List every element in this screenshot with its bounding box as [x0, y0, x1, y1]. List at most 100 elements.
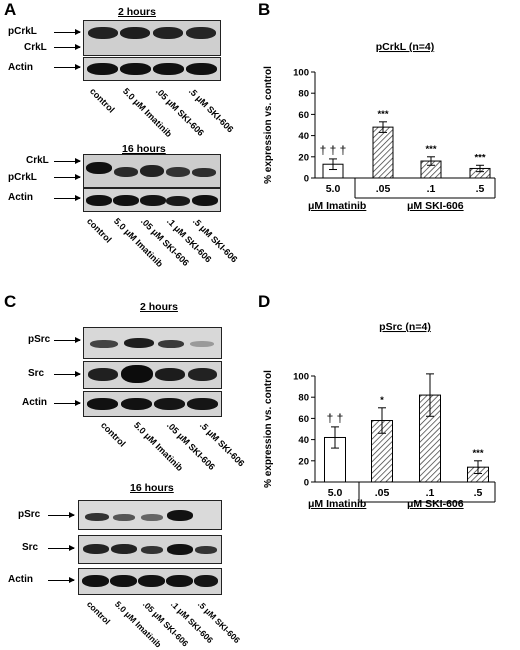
y-tick-label: 0: [304, 174, 309, 185]
lane-label: control: [87, 86, 117, 115]
band: [166, 196, 190, 206]
group-label-ski606: μM SKI-606: [407, 498, 464, 510]
band: [192, 195, 218, 206]
band: [167, 544, 193, 555]
y-tick-label: 100: [293, 68, 309, 79]
band: [121, 365, 153, 383]
blot-c-2h-row-label-actin: Actin: [22, 397, 47, 408]
arrow-icon: [48, 512, 75, 518]
blot-c-2h-time-label: 2 hours: [140, 301, 178, 313]
blot-c-16h-time-label: 16 hours: [130, 482, 174, 494]
y-tick-label: 60: [298, 414, 309, 425]
group-label-imatinib: μM Imatinib: [308, 498, 367, 510]
arrow-icon: [54, 337, 81, 343]
arrow-icon: [54, 44, 81, 50]
arrow-icon: [54, 371, 81, 377]
significance-label: *: [380, 395, 384, 406]
arrow-icon: [54, 400, 81, 406]
arrow-icon: [48, 545, 75, 551]
significance-label: † †: [327, 411, 344, 425]
y-tick-label: 80: [298, 393, 309, 404]
band: [88, 27, 118, 39]
band: [120, 63, 151, 75]
lane-label: control: [84, 216, 114, 245]
y-tick-label: 20: [298, 456, 309, 467]
chart-title: pCrkL (n=4): [376, 41, 434, 53]
blot-a-16h-time-label: 16 hours: [122, 143, 166, 155]
y-tick-label: 20: [298, 152, 309, 163]
blot-a-16h-row-label-crkl: CrkL: [26, 155, 49, 166]
y-tick-label: 80: [298, 89, 309, 100]
blot-c-2h-actin: [83, 391, 222, 417]
band: [111, 544, 137, 554]
arrow-icon: [54, 29, 81, 35]
blot-c-16h-row-label-psrc: pSrc: [18, 509, 41, 520]
band: [87, 63, 118, 75]
blot-c-16h-row-label-src: Src: [22, 542, 39, 553]
band: [140, 165, 164, 177]
x-tick-label: .5: [476, 183, 485, 195]
significance-label: ***: [472, 448, 483, 459]
x-tick-label: .1: [427, 183, 436, 195]
blot-a-2h-row-label-actin: Actin: [8, 62, 33, 73]
band: [188, 368, 217, 381]
band: [82, 575, 109, 587]
y-tick-label: 40: [298, 435, 309, 446]
panel-d-letter: D: [258, 292, 271, 311]
band: [85, 513, 109, 521]
band: [194, 575, 218, 587]
band: [120, 27, 150, 39]
blot-a-16h-crkl: [83, 154, 221, 188]
band: [166, 167, 190, 177]
lane-label: control: [98, 420, 128, 449]
band: [155, 368, 185, 381]
x-tick-label: 5.0: [326, 183, 341, 195]
blot-a-2h-actin: [83, 57, 221, 81]
blot-c-2h-psrc: [83, 327, 222, 359]
x-tick-label: .1: [426, 487, 435, 499]
chart-title: pSrc (n=4): [379, 321, 431, 333]
panel-a-letter: A: [4, 0, 17, 19]
band: [192, 168, 216, 177]
significance-label: † † †: [320, 143, 347, 157]
band: [154, 398, 185, 410]
blot-c-2h-src: [83, 361, 222, 389]
y-axis-label: % expression vs. control: [263, 370, 274, 488]
y-axis-label: % expression vs. control: [263, 66, 274, 184]
x-tick-label: 5.0: [328, 487, 343, 499]
band: [138, 575, 165, 587]
blot-a-16h-actin: [83, 188, 221, 212]
blot-c-16h-psrc: [78, 500, 222, 530]
significance-label: ***: [377, 109, 388, 120]
group-label-ski606: μM SKI-606: [407, 200, 464, 212]
band: [86, 162, 112, 174]
y-tick-label: 60: [298, 110, 309, 121]
band: [90, 340, 118, 348]
lane-label: 5.0 μM Imatinib: [111, 216, 165, 270]
y-tick-label: 0: [304, 478, 309, 489]
band: [88, 368, 118, 381]
x-tick-label: .5: [474, 487, 483, 499]
y-tick-label: 40: [298, 131, 309, 142]
band: [124, 338, 154, 348]
band: [83, 544, 109, 554]
panel-c-letter: C: [4, 292, 17, 311]
band: [190, 341, 214, 347]
band: [141, 546, 163, 554]
arrow-icon: [54, 195, 81, 201]
band: [195, 546, 217, 554]
blot-c-2h-row-label-src: Src: [28, 368, 45, 379]
x-tick-label: .05: [375, 487, 390, 499]
blot-c-16h-actin: [78, 568, 222, 595]
arrow-icon: [54, 64, 81, 70]
panel-b-letter: B: [258, 0, 271, 19]
band: [187, 398, 218, 410]
blot-a-16h-row-label-pcrkl: pCrkL: [8, 172, 37, 183]
group-label-imatinib: μM Imatinib: [308, 200, 367, 212]
arrow-icon: [54, 158, 81, 164]
arrow-icon: [54, 174, 81, 180]
blot-a-2h-time-label: 2 hours: [118, 6, 156, 18]
blot-c-16h-row-label-actin: Actin: [8, 574, 33, 585]
blot-c-2h-row-label-psrc: pSrc: [28, 334, 51, 345]
blot-a-2h-row-label-crkl: CrkL: [24, 42, 47, 53]
